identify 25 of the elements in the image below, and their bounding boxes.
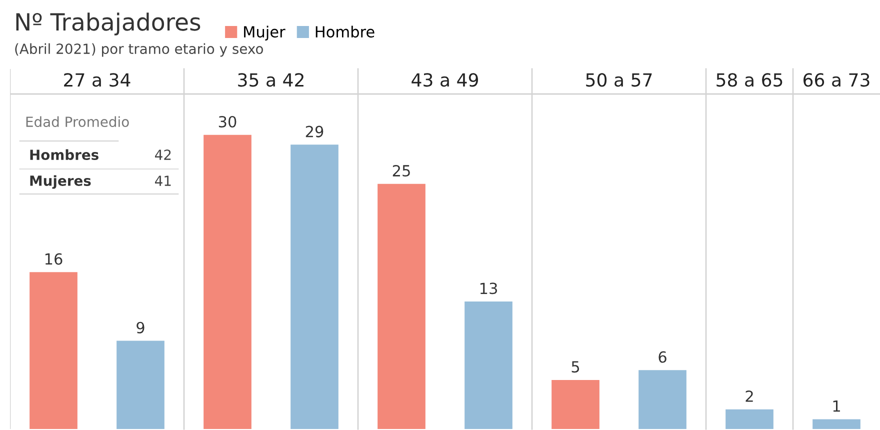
annotation: 41 xyxy=(155,176,171,186)
chart-subtitle: (Abril 2021) por tramo etario y sexo xyxy=(15,43,263,57)
data-label: 5 xyxy=(572,361,580,373)
data-label: 29 xyxy=(306,126,324,138)
x-tick-label: 50 a 57 xyxy=(586,73,652,87)
legend-label: Mujer xyxy=(244,26,286,41)
legend-label: Hombre xyxy=(316,26,374,38)
x-tick-label: 58 a 65 xyxy=(716,73,782,87)
data-label: 16 xyxy=(45,253,62,265)
data-label: 13 xyxy=(480,282,497,294)
annotation: Mujeres xyxy=(30,175,91,189)
text: Edad Promedio xyxy=(26,116,129,128)
data-label: 25 xyxy=(392,164,410,177)
data-label: 6 xyxy=(658,351,666,363)
data-label: 9 xyxy=(136,322,144,334)
x-tick-label: 43 a 49 xyxy=(412,73,478,87)
annotation: Hombres xyxy=(30,149,98,160)
x-tick-label: 35 a 42 xyxy=(238,73,304,87)
data-label: 1 xyxy=(833,400,840,412)
annotation: 42 xyxy=(155,150,171,160)
chart-title: Nº Trabajadores xyxy=(16,12,200,36)
data-label: 30 xyxy=(218,116,236,128)
x-tick-label: 27 a 34 xyxy=(64,73,130,87)
data-label: 2 xyxy=(746,390,753,402)
x-tick-label: 66 a 73 xyxy=(804,73,870,87)
